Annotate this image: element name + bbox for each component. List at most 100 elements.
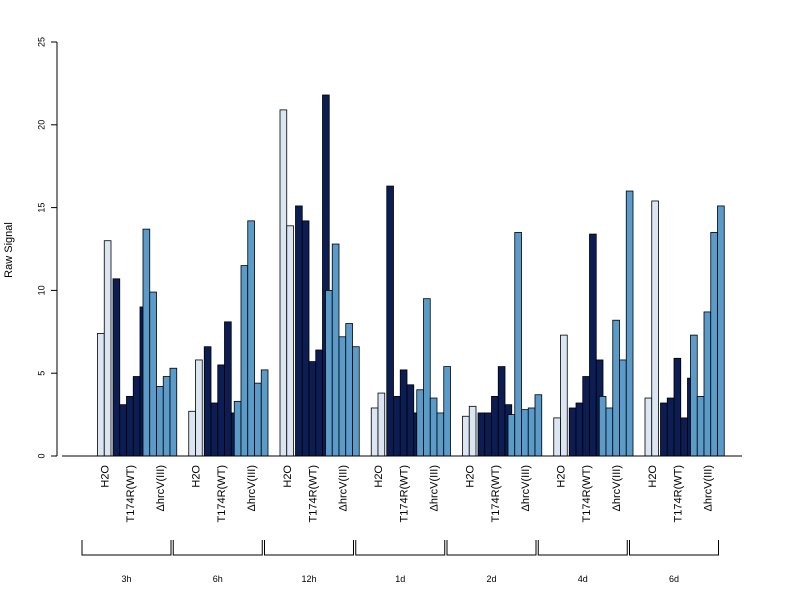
bar [195,359,203,457]
time-label: 4d [578,574,588,584]
bar [484,412,492,457]
bar [112,278,121,457]
time-label: 12h [301,574,316,584]
condition-label: H2O [647,465,659,488]
bar [625,190,634,457]
bar [703,311,712,457]
bar [619,359,627,457]
bar [142,228,151,457]
bar [717,205,725,457]
bar [260,369,269,457]
bar [188,410,196,457]
bar [582,376,590,457]
y-tick-label: 20 [36,120,46,130]
bar [97,333,105,457]
condition-label: T174R(WT) [125,465,137,522]
bar [103,240,112,457]
y-tick-label: 25 [36,37,46,47]
bar [468,405,477,457]
time-bracket [172,540,263,556]
bar [338,336,347,457]
time-label: 6d [669,574,679,584]
y-tick-label: 15 [36,203,46,213]
bar [589,233,597,457]
condition-label: ΔhrcV(III) [155,465,167,511]
bar [666,397,675,457]
condition-label: ΔhrcV(III) [246,465,258,511]
bar [286,225,294,457]
bar [514,232,522,457]
bar [279,109,288,457]
bar [169,367,178,457]
time-brackets: 3h 6h 12h 1d 2d 4d 6d [81,540,719,584]
bar [345,323,353,457]
bar [132,376,141,457]
condition-labels: H2O T174R(WT) ΔhrcV(III) H2O T174R(WT) ΔhrcV(… [99,465,714,523]
condition-label: T174R(WT) [672,465,684,522]
time-label: 1d [395,574,405,584]
bar [295,205,303,457]
bar [575,402,584,457]
bar [710,232,718,457]
time-label: 3h [121,574,131,584]
time-bracket [537,540,628,556]
bar [377,392,386,457]
condition-label: T174R(WT) [307,465,319,522]
bar [210,402,219,457]
bar [301,220,310,457]
bar [126,395,134,457]
bar [527,407,536,457]
bar [308,361,317,457]
bar [605,407,614,457]
condition-label: ΔhrcV(III) [337,465,349,511]
bar [429,397,438,457]
bar [416,389,424,457]
bar [247,220,255,457]
condition-label: ΔhrcV(III) [520,465,532,511]
bar [224,321,232,457]
bar [399,369,408,457]
time-bracket [81,540,172,556]
bar [491,395,499,457]
bar [660,402,668,457]
bar [162,376,171,457]
time-bracket [446,540,537,556]
bar [386,185,394,457]
condition-label: ΔhrcV(III) [611,465,623,511]
condition-label: ΔhrcV(III) [429,465,441,511]
bar [149,291,157,457]
bar [680,417,688,457]
condition-label: T174R(WT) [581,465,593,522]
bar [553,417,561,457]
bar [477,412,486,457]
bar [393,395,401,457]
bar [315,349,323,457]
bar [568,407,577,457]
condition-label: H2O [556,465,568,488]
bar [423,298,431,457]
bar [217,364,225,457]
condition-label: T174R(WT) [490,465,502,522]
time-bracket [264,540,354,556]
bar [612,319,620,457]
y-tick-label: 0 [36,453,46,458]
bar [203,346,212,457]
bar [462,415,470,457]
condition-label: ΔhrcV(III) [702,465,714,511]
bar [156,386,164,457]
bar [673,357,682,457]
time-label: 2d [486,574,496,584]
bar [497,366,506,457]
bar [696,395,705,457]
bar [521,409,529,457]
bar [370,407,379,457]
condition-label: H2O [99,465,111,488]
y-tick-label: 10 [36,285,46,295]
bar [644,397,653,457]
bar [406,384,415,457]
bar [507,414,516,457]
condition-label: H2O [282,465,294,488]
y-axis-label: Raw Signal [3,222,15,278]
y-tick-label: 5 [36,371,46,376]
bar [560,334,568,457]
